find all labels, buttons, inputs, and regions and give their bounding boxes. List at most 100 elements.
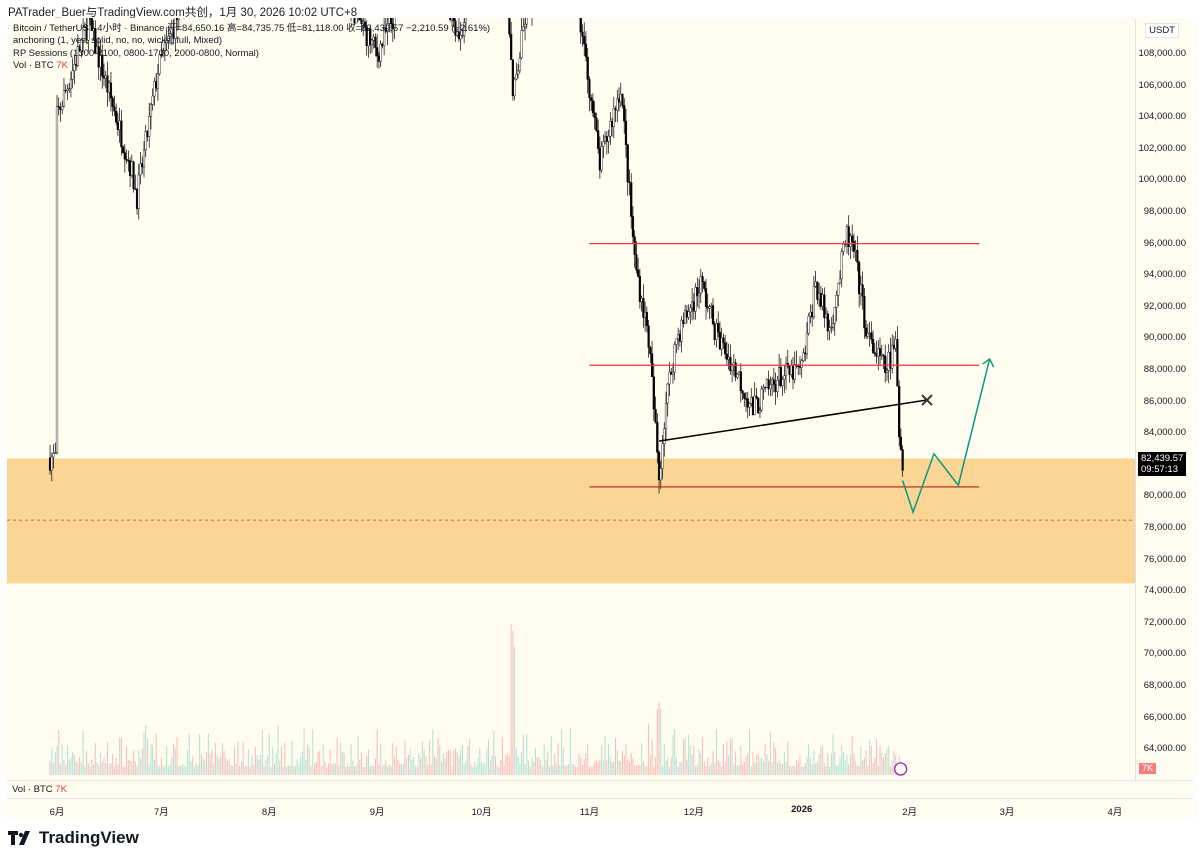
symbol-ohlc[interactable]: Bitcoin / TetherUS · 4小时 · Binance 开=84,… (13, 23, 491, 34)
price-tick: 88,000.00 (1143, 364, 1186, 375)
candle-body (657, 452, 661, 481)
volume-bar (559, 765, 561, 775)
candle-body (108, 82, 111, 93)
volume-bar (263, 766, 265, 775)
volume-bar (169, 764, 171, 775)
volume-bar (380, 743, 382, 775)
volume-bar (458, 756, 460, 775)
candle-body (363, 21, 367, 27)
candle-body (845, 226, 849, 245)
volume-bar (463, 764, 465, 775)
volume-bar (689, 745, 691, 775)
volume-bar (787, 741, 789, 775)
indicator-rp-sessions[interactable]: RP Sessions (1300-2100, 0800-1700, 2000-… (13, 47, 259, 59)
candle-body (779, 366, 782, 386)
volume-bar (834, 751, 836, 775)
candle-body (513, 78, 516, 96)
volume-bar (498, 766, 500, 775)
volume-bar (133, 750, 135, 775)
volume-bar (538, 757, 540, 775)
volume-bar (300, 756, 302, 775)
volume-bar (244, 766, 246, 775)
candle-body (454, 20, 457, 36)
volume-bar (124, 765, 126, 775)
candle-body (750, 397, 753, 404)
candle-body (76, 46, 79, 66)
volume-bar (197, 765, 199, 775)
volume-bar (192, 756, 194, 775)
currency-button[interactable]: USDT (1145, 23, 1179, 38)
volume-bar (686, 759, 688, 775)
candle-body (148, 116, 151, 137)
candle-body (816, 281, 819, 300)
candle-body (463, 22, 466, 36)
tradingview-logo[interactable]: TradingView (8, 828, 139, 848)
price-axis[interactable]: USDT 108,000.00 106,000.00 104,000.00 102,0… (1135, 18, 1193, 780)
volume-bar (585, 753, 587, 775)
volume-bar (517, 757, 519, 775)
candle-body (151, 95, 154, 105)
volume-bar (319, 750, 321, 775)
volume-bar (714, 763, 716, 775)
volume-bar (665, 760, 667, 775)
volume-bar (127, 759, 129, 775)
candle-body (69, 79, 73, 89)
volume-bar (883, 757, 884, 775)
volume-bar (514, 646, 516, 775)
volume-bar (722, 743, 724, 775)
candle-body (48, 457, 52, 471)
time-axis[interactable]: 6月 7月 8月 9月 10月 11月 12月 2026 2月 3月 4月 (7, 798, 1193, 818)
volume-bar (675, 757, 677, 775)
candle-body (581, 31, 584, 37)
candle-body (109, 82, 113, 99)
candle-body (595, 117, 598, 131)
candle-body (640, 298, 643, 302)
volume-bar (860, 746, 862, 775)
candle-body (134, 188, 137, 190)
candle-body (602, 141, 605, 147)
candle-body (127, 160, 130, 162)
candle-body (680, 319, 683, 342)
candle-body (831, 323, 835, 328)
volume-bar (486, 748, 488, 775)
candle-body (809, 312, 812, 317)
indicator-volume[interactable]: Vol · BTC 7K (13, 60, 68, 72)
volume-bar (609, 756, 611, 775)
volume-bar (496, 765, 498, 775)
volume-bar (284, 742, 286, 775)
candle-body (715, 323, 718, 340)
volume-bar (623, 755, 625, 775)
candle-body (376, 47, 379, 57)
volume-bar (449, 750, 451, 775)
candle-body (776, 379, 779, 392)
volume-bar (279, 760, 281, 775)
volume-bar (390, 765, 392, 775)
volume-bar (555, 763, 557, 775)
volume-bar (587, 743, 589, 775)
candle-body (68, 88, 71, 90)
candle-body (162, 50, 165, 56)
volume-bar (366, 755, 368, 775)
candle-body (374, 36, 377, 48)
candle-body (116, 122, 119, 131)
candle-body (656, 422, 659, 453)
volume-bar (662, 765, 664, 775)
chart-canvas[interactable] (7, 18, 1135, 780)
volume-bar (802, 766, 804, 775)
volume-bar (494, 756, 496, 775)
volume-bar (409, 748, 411, 775)
volume-bar (663, 743, 665, 775)
candle-body (692, 301, 695, 312)
volume-bar (439, 745, 441, 775)
indicator-anchoring[interactable]: anchoring (1, yes, solid, no, no, wicks,… (13, 35, 223, 47)
candle-body (708, 306, 711, 309)
volume-bar (818, 754, 820, 775)
price-chart[interactable]: Bitcoin / TetherUS · 4小时 · Binance 开=84,… (7, 18, 1193, 780)
candle-body (894, 339, 897, 349)
volume-bar (232, 765, 234, 775)
volume-bar (145, 724, 147, 775)
volume-bar (790, 766, 792, 775)
candle-body (804, 352, 807, 355)
price-tick: 100,000.00 (1138, 174, 1186, 186)
volume-bar (164, 765, 166, 775)
